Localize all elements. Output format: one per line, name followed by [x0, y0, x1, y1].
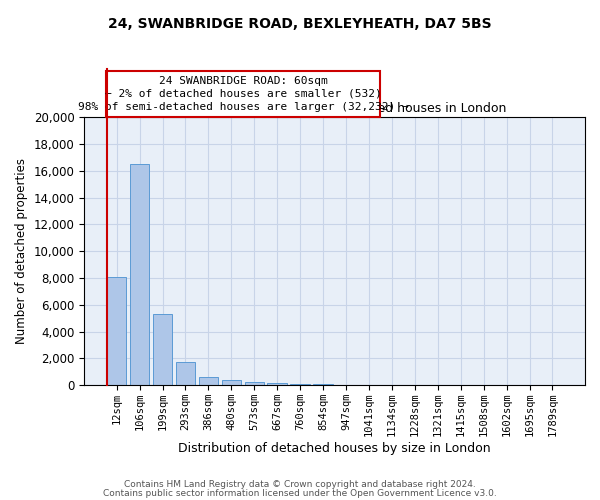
Text: ← 2% of detached houses are smaller (532): ← 2% of detached houses are smaller (532… — [105, 89, 382, 99]
Bar — [313, 384, 333, 385]
X-axis label: Distribution of detached houses by size in London: Distribution of detached houses by size … — [178, 442, 491, 455]
Text: 98% of semi-detached houses are larger (32,232) →: 98% of semi-detached houses are larger (… — [78, 102, 409, 112]
Text: 24 SWANBRIDGE ROAD: 60sqm: 24 SWANBRIDGE ROAD: 60sqm — [159, 76, 328, 86]
Bar — [130, 164, 149, 385]
Bar — [199, 377, 218, 385]
Bar — [221, 380, 241, 385]
Bar — [245, 382, 264, 385]
Bar — [107, 278, 127, 385]
Bar — [153, 314, 172, 385]
Text: 24, SWANBRIDGE ROAD, BEXLEYHEATH, DA7 5BS: 24, SWANBRIDGE ROAD, BEXLEYHEATH, DA7 5B… — [108, 18, 492, 32]
Text: Contains public sector information licensed under the Open Government Licence v3: Contains public sector information licen… — [103, 490, 497, 498]
Y-axis label: Number of detached properties: Number of detached properties — [15, 158, 28, 344]
Bar — [176, 362, 195, 385]
FancyBboxPatch shape — [106, 70, 380, 118]
Bar — [290, 384, 310, 385]
Bar — [268, 383, 287, 385]
Title: Size of property relative to detached houses in London: Size of property relative to detached ho… — [163, 102, 506, 115]
Text: Contains HM Land Registry data © Crown copyright and database right 2024.: Contains HM Land Registry data © Crown c… — [124, 480, 476, 489]
